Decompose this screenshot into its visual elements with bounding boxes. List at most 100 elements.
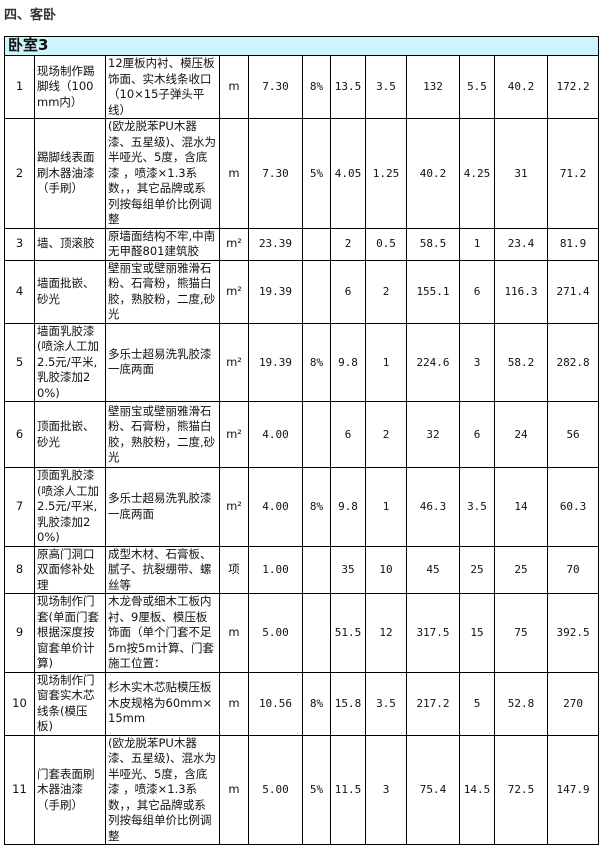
auxiliary-price-cell: 0.5 xyxy=(365,227,407,261)
item-description-cell: 木龙骨或细木工板内衬、9厘板、模压板饰面（单个门套不足5m按5m计算、门套施工位… xyxy=(105,593,220,673)
table-row: 5 墙面乳胶漆(喷涂人工加2.5元/平米,乳胶漆加20%) 多乐士超易洗乳胶漆一底两… xyxy=(4,322,600,402)
material-price-cell: 9.8 xyxy=(330,322,366,402)
quantity-cell: 1.00 xyxy=(248,545,303,594)
row-number-cell: 2 xyxy=(4,118,35,229)
total-cell: 172.2 xyxy=(546,55,600,119)
material-subtotal-cell: 155.1 xyxy=(406,259,460,324)
labor-price-cell: 25 xyxy=(459,545,495,594)
unit-cell: m² xyxy=(219,259,249,324)
unit-cell: m² xyxy=(219,401,249,468)
material-subtotal-cell: 132 xyxy=(406,55,460,119)
row-number-cell: 3 xyxy=(4,227,35,261)
item-description-cell: 原墙面结构不牢,中南无甲醛801建筑胶 xyxy=(105,227,220,261)
item-description-cell: (欧龙脱苯PU木器漆、五星级)、混水为半哑光、5度，含底漆 ，喷漆×1.3系数，… xyxy=(105,118,220,229)
loss-rate-cell xyxy=(302,259,331,324)
item-description-cell: 杉木实木芯贴模压板木皮规格为60mm×15mm xyxy=(105,671,220,736)
material-price-cell: 4.05 xyxy=(330,118,366,229)
section-title: 四、客卧 xyxy=(4,8,57,23)
loss-rate-cell: 8% xyxy=(302,55,331,119)
item-name-cell: 墙面乳胶漆(喷涂人工加2.5元/平米,乳胶漆加20%) xyxy=(34,322,106,402)
row-number-cell: 1 xyxy=(4,55,35,119)
quantity-cell: 7.30 xyxy=(248,55,303,119)
table-row: 3 墙、顶滚胶 原墙面结构不牢,中南无甲醛801建筑胶 m² 23.39 2 0.5 58.5… xyxy=(4,227,600,261)
material-subtotal-cell: 317.5 xyxy=(406,593,460,673)
item-description-cell: 多乐士超易洗乳胶漆一底两面 xyxy=(105,322,220,402)
labor-price-cell: 4.25 xyxy=(459,118,495,229)
item-name-cell: 顶面批嵌、砂光 xyxy=(34,401,106,468)
total-cell: 81.9 xyxy=(546,227,600,261)
total-cell: 60.3 xyxy=(546,467,600,547)
item-description-cell: 壁丽宝或壁丽雅滑石粉、石膏粉，熊猫白胶，熟胶粉，二度,砂光 xyxy=(105,401,220,468)
item-description-cell: 成型木材、石膏板、腻子、抗裂绷带、螺丝等 xyxy=(105,545,220,594)
loss-rate-cell: 8% xyxy=(302,671,331,736)
item-description-cell: 壁丽宝或壁丽雅滑石粉、石膏粉，熊猫白胶，熟胶粉，二度,砂光 xyxy=(105,259,220,324)
labor-subtotal-cell: 52.8 xyxy=(494,671,548,736)
item-description-cell: 12厘板内衬、模压板饰面、实木线条收口（10×15子弹头平线） xyxy=(105,55,220,119)
row-number-cell: 10 xyxy=(4,671,35,736)
unit-cell: m xyxy=(219,55,249,119)
auxiliary-price-cell: 3 xyxy=(365,734,407,845)
item-name-cell: 墙面批嵌、砂光 xyxy=(34,259,106,324)
table-row: 6 顶面批嵌、砂光 壁丽宝或壁丽雅滑石粉、石膏粉，熊猫白胶，熟胶粉，二度,砂光 m² 4… xyxy=(4,401,600,468)
item-name-cell: 原高门洞口双面修补处理 xyxy=(34,545,106,594)
unit-cell: m² xyxy=(219,467,249,547)
material-price-cell: 11.5 xyxy=(330,734,366,845)
material-subtotal-cell: 58.5 xyxy=(406,227,460,261)
table-row: 10 现场制作门窗套实木芯线条(模压板) 杉木实木芯贴模压板木皮规格为60mm×15… xyxy=(4,671,600,736)
labor-price-cell: 15 xyxy=(459,593,495,673)
total-cell: 392.5 xyxy=(546,593,600,673)
table-row: 2 踢脚线表面刷木器油漆（手刷） (欧龙脱苯PU木器漆、五星级)、混水为半哑光、5度… xyxy=(4,118,600,229)
labor-price-cell: 3 xyxy=(459,322,495,402)
table-row: 1 现场制作踢脚线（100mm内） 12厘板内衬、模压板饰面、实木线条收口（10×1… xyxy=(4,55,600,119)
labor-subtotal-cell: 72.5 xyxy=(494,734,548,845)
quantity-cell: 5.00 xyxy=(248,734,303,845)
labor-price-cell: 14.5 xyxy=(459,734,495,845)
unit-cell: m xyxy=(219,671,249,736)
loss-rate-cell xyxy=(302,545,331,594)
total-cell: 282.8 xyxy=(546,322,600,402)
unit-cell: 项 xyxy=(219,545,249,594)
material-price-cell: 9.8 xyxy=(330,467,366,547)
labor-subtotal-cell: 25 xyxy=(494,545,548,594)
quantity-cell: 5.00 xyxy=(248,593,303,673)
labor-price-cell: 1 xyxy=(459,227,495,261)
item-name-cell: 现场制作门套(单面门套根据深度按窗套单价计算) xyxy=(34,593,106,673)
labor-price-cell: 5.5 xyxy=(459,55,495,119)
row-number-cell: 5 xyxy=(4,322,35,402)
total-cell: 70 xyxy=(546,545,600,594)
loss-rate-cell xyxy=(302,227,331,261)
unit-cell: m² xyxy=(219,227,249,261)
quantity-cell: 7.30 xyxy=(248,118,303,229)
loss-rate-cell: 8% xyxy=(302,322,331,402)
labor-subtotal-cell: 58.2 xyxy=(494,322,548,402)
item-name-cell: 踢脚线表面刷木器油漆（手刷） xyxy=(34,118,106,229)
material-subtotal-cell: 45 xyxy=(406,545,460,594)
labor-price-cell: 5 xyxy=(459,671,495,736)
labor-subtotal-cell: 23.4 xyxy=(494,227,548,261)
material-subtotal-cell: 75.4 xyxy=(406,734,460,845)
material-price-cell: 35 xyxy=(330,545,366,594)
room-header-row: 卧室3 xyxy=(3,36,600,56)
item-name-cell: 现场制作踢脚线（100mm内） xyxy=(34,55,106,119)
labor-subtotal-cell: 14 xyxy=(494,467,548,547)
material-subtotal-cell: 32 xyxy=(406,401,460,468)
table-row: 7 顶面乳胶漆(喷涂人工加2.5元/平米,乳胶漆加20%) 多乐士超易洗乳胶漆一底两… xyxy=(4,467,600,547)
item-name-cell: 顶面乳胶漆(喷涂人工加2.5元/平米,乳胶漆加20%) xyxy=(34,467,106,547)
row-number-cell: 8 xyxy=(4,545,35,594)
material-price-cell: 15.8 xyxy=(330,671,366,736)
item-name-cell: 墙、顶滚胶 xyxy=(34,227,106,261)
loss-rate-cell: 5% xyxy=(302,118,331,229)
total-cell: 56 xyxy=(546,401,600,468)
total-cell: 271.4 xyxy=(546,259,600,324)
labor-subtotal-cell: 75 xyxy=(494,593,548,673)
labor-subtotal-cell: 24 xyxy=(494,401,548,468)
quantity-cell: 4.00 xyxy=(248,467,303,547)
unit-cell: m xyxy=(219,593,249,673)
material-subtotal-cell: 217.2 xyxy=(406,671,460,736)
auxiliary-price-cell: 1 xyxy=(365,322,407,402)
material-subtotal-cell: 46.3 xyxy=(406,467,460,547)
row-number-cell: 11 xyxy=(4,734,35,845)
material-subtotal-cell: 40.2 xyxy=(406,118,460,229)
labor-price-cell: 6 xyxy=(459,259,495,324)
total-cell: 71.2 xyxy=(546,118,600,229)
